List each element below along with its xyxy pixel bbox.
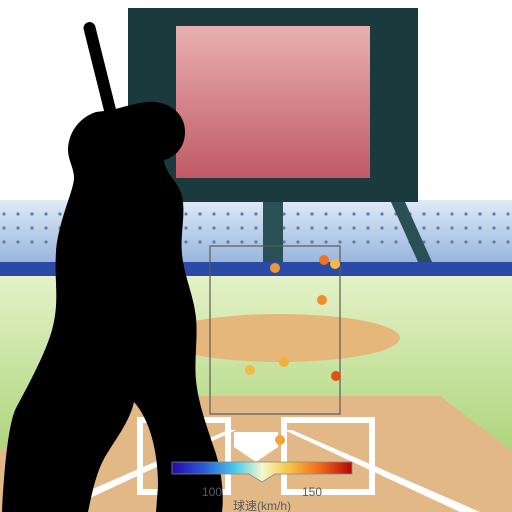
pitch-marker <box>319 255 329 265</box>
pitch-marker <box>270 263 280 273</box>
pitch-marker <box>279 357 289 367</box>
legend-label: 球速(km/h) <box>233 499 291 512</box>
pitch-marker <box>275 435 285 445</box>
legend-tick: 150 <box>302 485 322 499</box>
pitch-marker <box>330 259 340 269</box>
pitch-marker <box>245 365 255 375</box>
legend-tick: 100 <box>202 485 222 499</box>
pitch-marker <box>331 371 341 381</box>
pitch-location-chart: 100 150 球速(km/h) <box>0 0 512 512</box>
pitch-marker <box>317 295 327 305</box>
